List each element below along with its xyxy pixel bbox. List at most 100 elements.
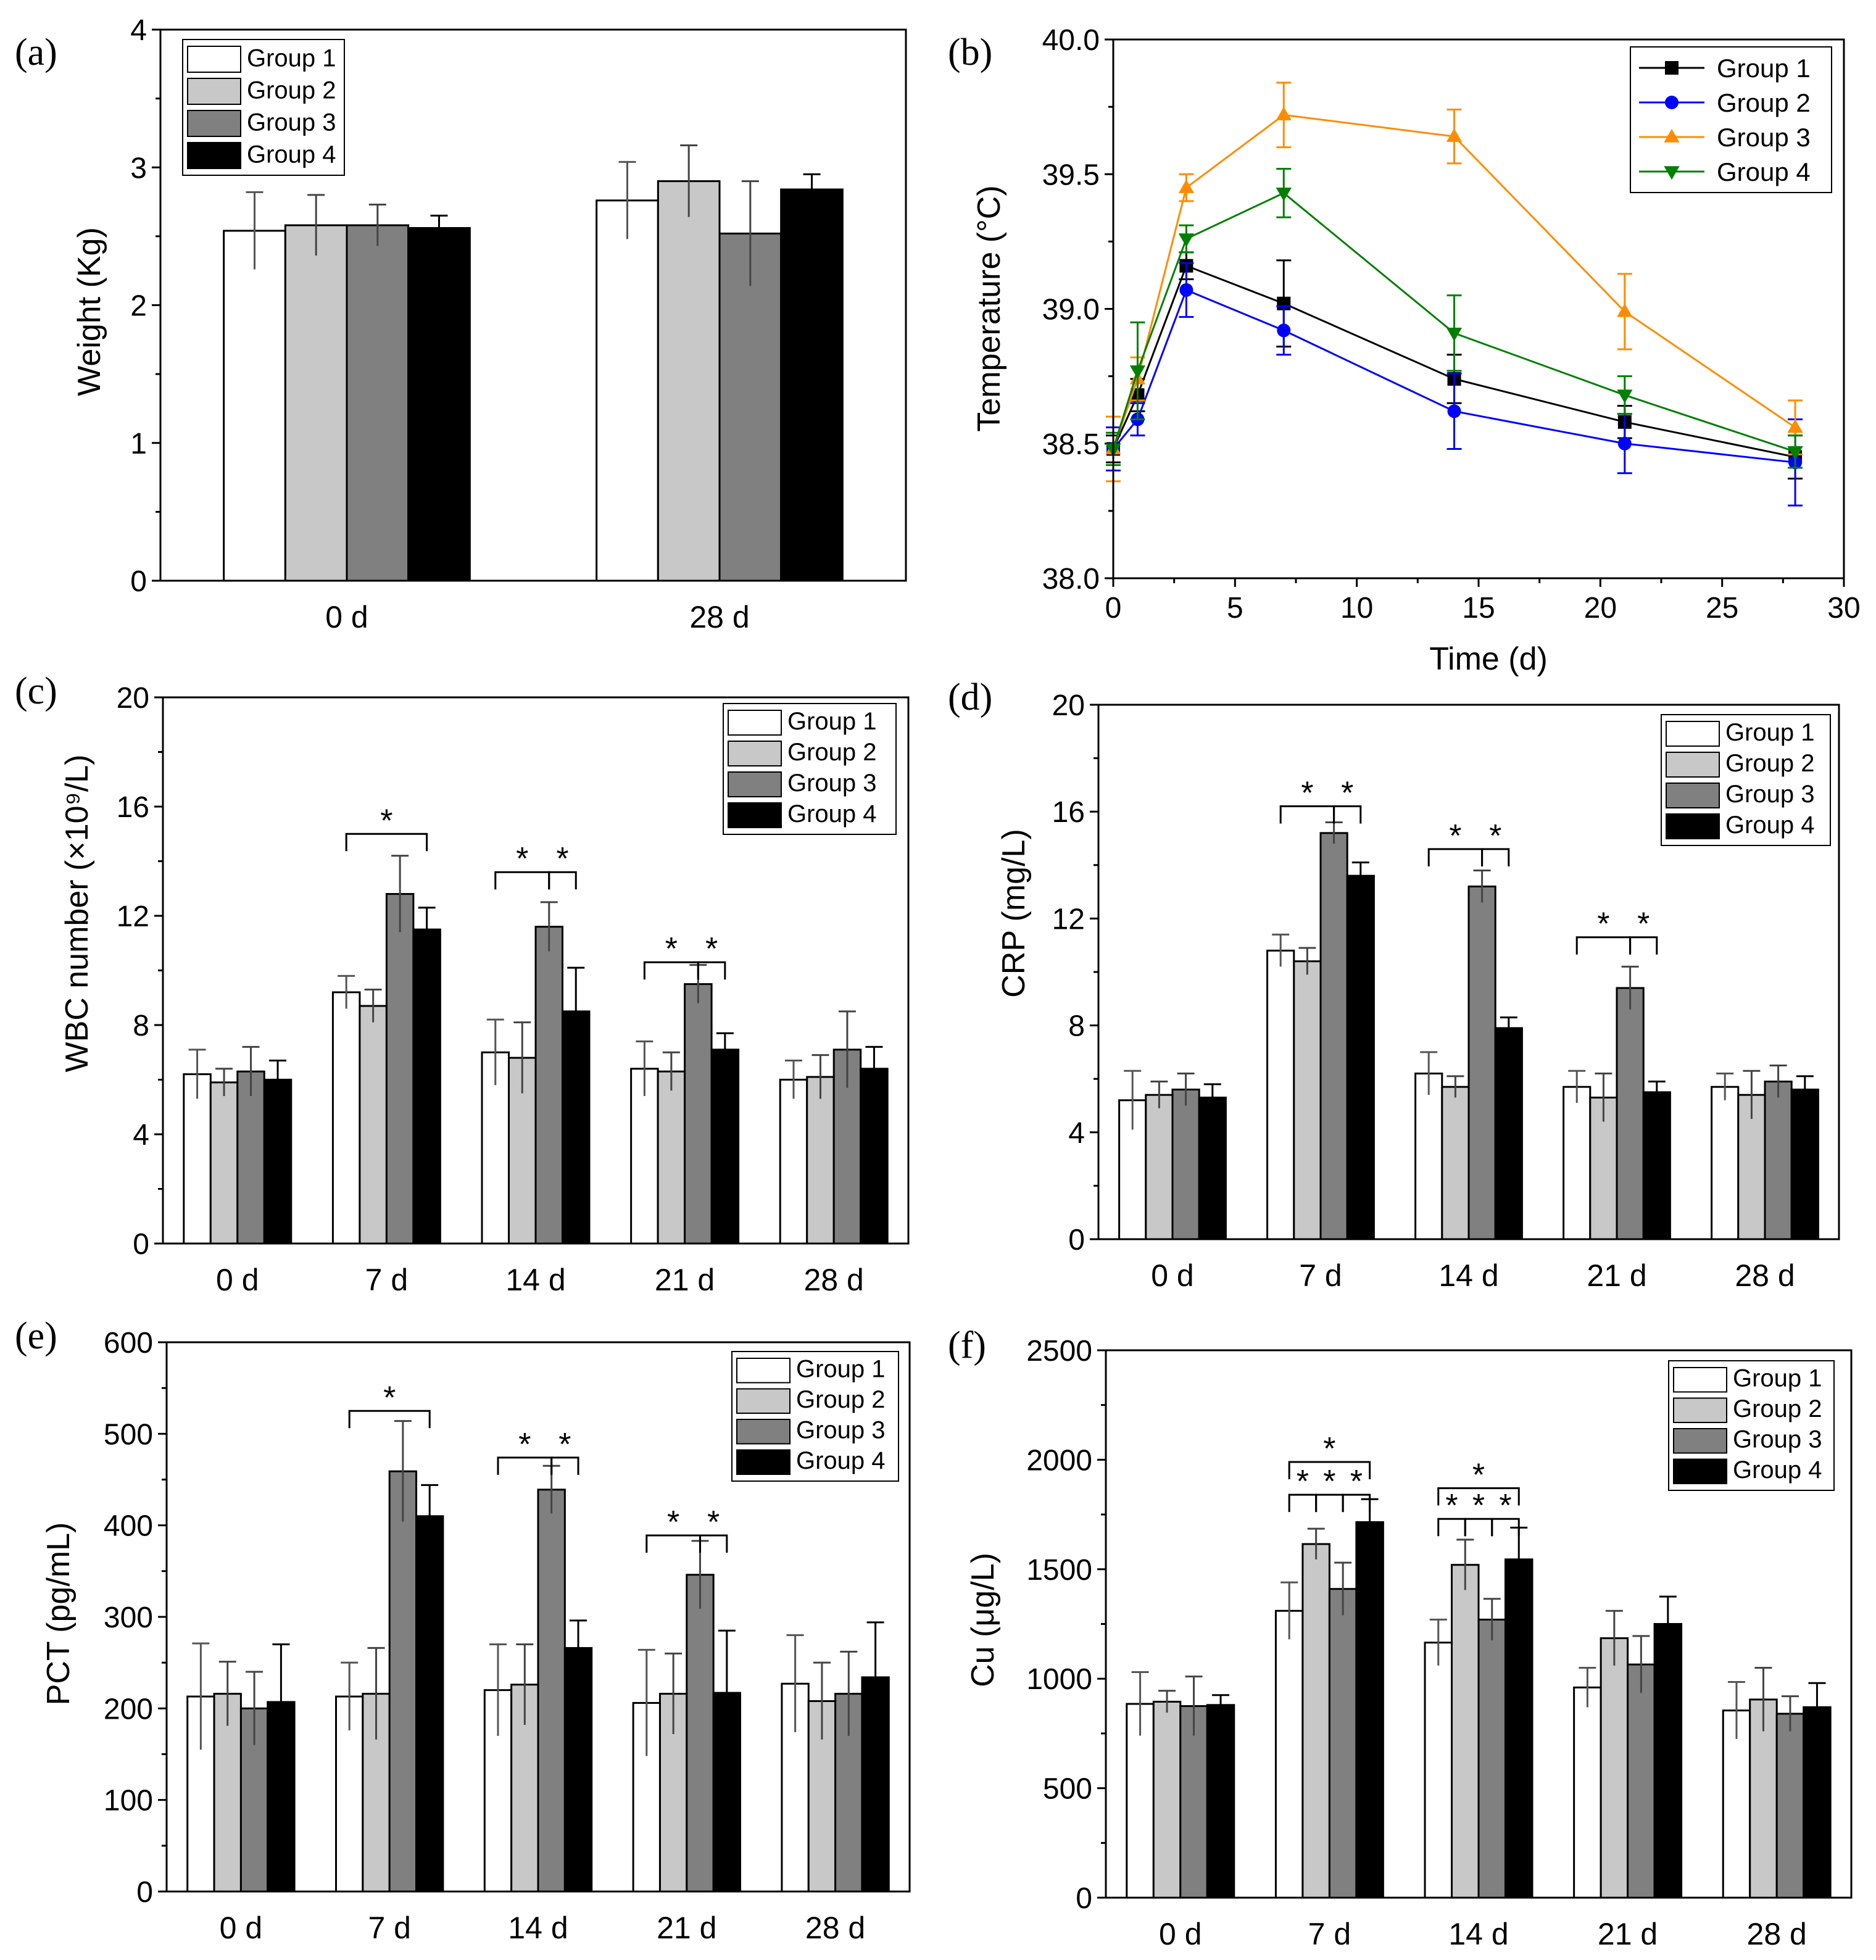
- significance-label: *: [705, 931, 718, 967]
- bar: [263, 1079, 293, 1245]
- legend-swatch: [1666, 813, 1720, 839]
- y-tick-label: 40.0: [1042, 24, 1100, 57]
- significance-bracket: [697, 961, 726, 980]
- plot-frame: [162, 696, 910, 1245]
- bar: [331, 991, 361, 1245]
- legend-swatch: [1673, 1428, 1727, 1454]
- bar: [1441, 1086, 1470, 1240]
- x-tick-label: 5: [1227, 592, 1243, 625]
- significance-bracket: [1491, 1518, 1520, 1537]
- significance-label: *: [516, 841, 528, 877]
- bar: [223, 230, 286, 582]
- x-axis-label: Time (d): [1429, 641, 1548, 677]
- legend-label: Group 4: [796, 1447, 886, 1474]
- x-tick-label: 14 d: [505, 1263, 565, 1297]
- bar: [1293, 960, 1322, 1240]
- significance-bracket: [1342, 1493, 1371, 1513]
- bar: [1274, 1609, 1304, 1899]
- y-axis-label: Weight (Kg): [72, 227, 107, 396]
- y-tick-label: 500: [104, 1418, 153, 1451]
- bar: [1504, 1558, 1534, 1899]
- bar: [1642, 1091, 1671, 1240]
- bar: [1424, 1642, 1453, 1899]
- y-tick-label: 12: [1052, 903, 1085, 936]
- legend-label: Group 1: [1717, 54, 1811, 83]
- legend-label: Group 1: [247, 44, 336, 72]
- bar: [1573, 1686, 1602, 1899]
- legend-label: Group 3: [1733, 1426, 1822, 1453]
- legend-label: Group 4: [1717, 157, 1811, 186]
- significance-label: *: [1499, 1488, 1511, 1524]
- significance-bracket: [1481, 848, 1510, 866]
- bar: [1355, 1521, 1384, 1899]
- legend-swatch: [736, 1388, 791, 1414]
- y-tick-label: 39.0: [1042, 294, 1100, 326]
- bar: [1790, 1089, 1819, 1240]
- y-tick-label: 2000: [1026, 1444, 1092, 1477]
- bar: [1494, 1027, 1523, 1240]
- legend-swatch: [736, 1449, 791, 1475]
- significance-label: *: [1323, 1464, 1335, 1500]
- legend-swatch: [1673, 1397, 1727, 1423]
- x-tick-label: 0 d: [220, 1911, 263, 1945]
- legend-label: Group 3: [787, 770, 877, 797]
- data-point: [1664, 128, 1680, 143]
- bar: [236, 1070, 265, 1245]
- bar: [1803, 1706, 1832, 1899]
- legend: Group 1 Group 2 Group 3 Group 4: [1661, 714, 1831, 846]
- data-point: [1617, 303, 1633, 317]
- x-tick-label: 10: [1340, 592, 1373, 625]
- significance-label: *: [1472, 1458, 1485, 1493]
- significance-label: *: [1297, 1464, 1309, 1500]
- legend-swatch: [1673, 1367, 1727, 1393]
- legend-box: [1630, 46, 1832, 193]
- y-tick-label: 8: [1068, 1010, 1085, 1043]
- plot-frame: [1112, 38, 1845, 579]
- x-tick-label: 21 d: [655, 1263, 715, 1297]
- y-tick-label: 0: [1076, 1882, 1092, 1915]
- bar: [1616, 987, 1645, 1240]
- bar: [1301, 1543, 1330, 1899]
- legend-swatch: [728, 802, 782, 828]
- significance-bracket: [1333, 805, 1362, 824]
- significance-bracket: [1288, 1461, 1371, 1479]
- bar: [1653, 1623, 1683, 1899]
- bar: [686, 1574, 715, 1893]
- y-tick-label: 500: [1043, 1773, 1092, 1806]
- bar: [183, 1073, 212, 1245]
- bar: [596, 199, 659, 582]
- significance-label: *: [1301, 776, 1313, 812]
- bar: [1171, 1089, 1200, 1240]
- y-tick-label: 300: [104, 1601, 153, 1634]
- bar: [780, 188, 844, 582]
- y-tick-label: 400: [104, 1510, 153, 1543]
- bar: [657, 180, 721, 582]
- y-tick-label: 0: [136, 1876, 153, 1909]
- data-point: [1617, 436, 1632, 451]
- y-tick-label: 1000: [1026, 1663, 1092, 1696]
- x-tick-label: 7 d: [365, 1263, 409, 1297]
- bar: [1563, 1086, 1592, 1240]
- data-point: [1446, 128, 1463, 142]
- data-point: [1276, 107, 1292, 121]
- x-tick-label: 14 d: [508, 1911, 568, 1945]
- data-point: [1179, 283, 1193, 297]
- panel-d-crp-chart: (d) CRP (mg/L) 0 4 8 12 16 20 0 d 7 d 14 d 21 d 28…: [948, 676, 1840, 1293]
- legend: Group 1 Group 2 Group 3 Group 4: [1668, 1360, 1835, 1491]
- legend-swatch: [187, 142, 241, 169]
- legend-swatch: [1673, 1458, 1727, 1484]
- x-tick-label: 14 d: [1448, 1917, 1508, 1951]
- bar: [1266, 949, 1295, 1240]
- significance-bracket: [1629, 936, 1658, 955]
- bar: [1775, 1713, 1805, 1899]
- y-tick-label: 1: [130, 428, 147, 460]
- legend-label: Group 2: [247, 77, 336, 104]
- legend-swatch: [187, 110, 241, 137]
- bar: [537, 1489, 566, 1893]
- legend-swatch: [1666, 783, 1720, 808]
- panel-letter: (e): [15, 1315, 57, 1357]
- x-tick-label: 28 d: [689, 600, 749, 634]
- significance-label: *: [1445, 1488, 1458, 1524]
- x-tick-label: 28 d: [805, 1911, 865, 1945]
